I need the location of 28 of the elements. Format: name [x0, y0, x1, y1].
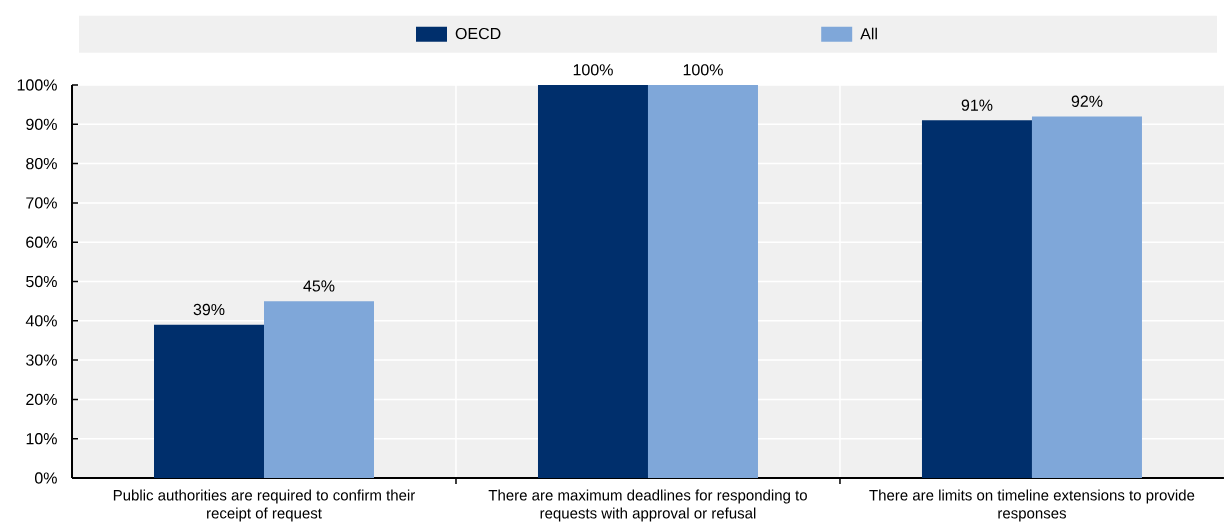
- y-tick-label: 20%: [26, 393, 57, 406]
- x-tick-label: There are limits on timeline extensions to provide responses: [869, 489, 1195, 522]
- y-tick-label: 30%: [26, 354, 57, 366]
- legend-label: All: [860, 27, 877, 40]
- bar: [1031, 116, 1142, 478]
- y-tick-label: 10%: [26, 433, 57, 445]
- y-tick-label: 80%: [26, 157, 57, 170]
- data-label: 91%: [961, 99, 993, 111]
- y-tick-label: 60%: [26, 236, 57, 248]
- bar: [537, 84, 648, 478]
- y-tick-label: 90%: [26, 118, 57, 130]
- bar: [647, 84, 758, 478]
- y-tick-label: 70%: [26, 197, 57, 209]
- data-label: 100%: [573, 64, 613, 76]
- data-label: 45%: [303, 280, 335, 292]
- data-label: 100%: [683, 64, 723, 76]
- legend-label: OECD: [455, 27, 501, 40]
- bar: [264, 301, 374, 478]
- x-tick-label: Public authorities are required to confirm their receipt of request: [113, 489, 415, 522]
- x-tick-label: There are maximum deadlines for responding to requests with approval or refusal: [488, 489, 807, 522]
- y-tick-label: 50%: [26, 275, 57, 288]
- bar: [921, 120, 1032, 478]
- y-tick-label: 0%: [34, 472, 57, 484]
- data-label: 39%: [193, 303, 225, 316]
- y-tick-label: 100%: [17, 79, 57, 91]
- y-tick-label: 40%: [25, 315, 57, 327]
- bar: [154, 324, 264, 478]
- data-label: 92%: [1071, 95, 1103, 107]
